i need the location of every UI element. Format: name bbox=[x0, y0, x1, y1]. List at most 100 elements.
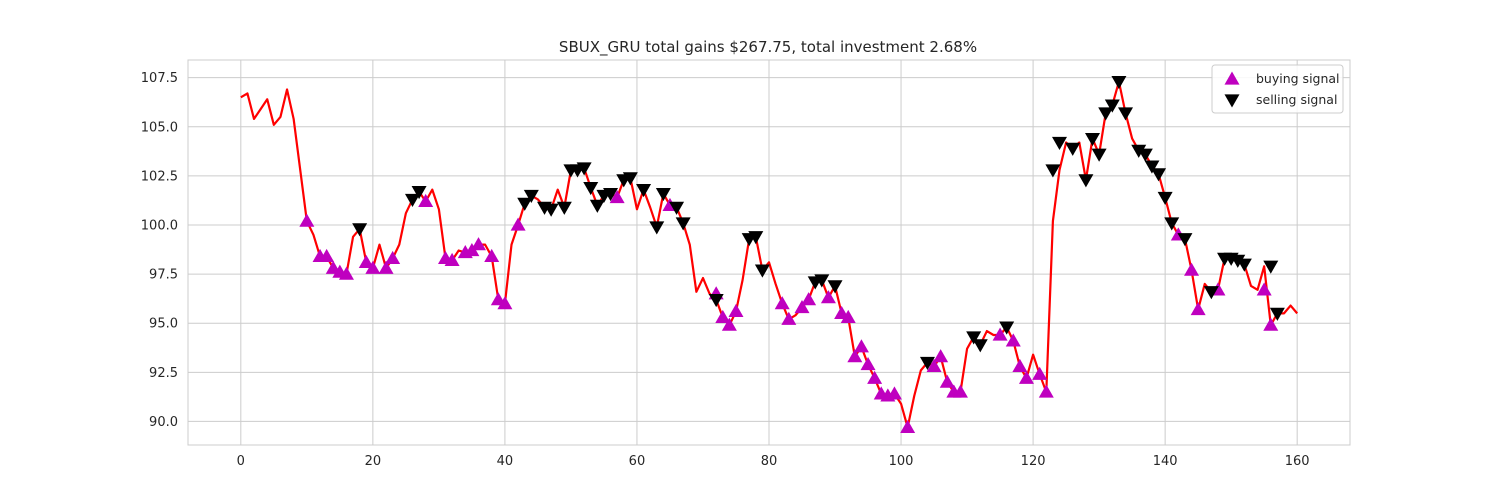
y-tick-label: 90.0 bbox=[149, 415, 178, 430]
grid bbox=[188, 60, 1350, 445]
buy-signal-marker bbox=[484, 248, 500, 263]
sell-signal-marker bbox=[603, 187, 619, 202]
sell-signal-marker bbox=[576, 162, 592, 176]
buy-signal-marker bbox=[933, 349, 949, 363]
buy-signal-marker bbox=[853, 339, 869, 353]
sell-signal-marker bbox=[1269, 307, 1285, 321]
sell-signal-marker bbox=[1151, 168, 1167, 182]
buy-signal-marker bbox=[847, 349, 863, 363]
buy-signal-marker bbox=[900, 419, 916, 433]
buy-signal-marker bbox=[365, 260, 381, 274]
sell-signal-marker bbox=[517, 197, 533, 211]
sell-signal-marker bbox=[708, 294, 724, 308]
y-tick-label: 92.5 bbox=[149, 366, 178, 381]
sell-signal-marker bbox=[1045, 164, 1061, 178]
legend-box bbox=[1211, 64, 1344, 114]
buy-signal-marker bbox=[1038, 384, 1054, 398]
x-tick-label: 140 bbox=[1153, 454, 1178, 469]
buy-signal-marker bbox=[715, 309, 731, 323]
buy-signal-marker bbox=[728, 303, 744, 318]
x-tick-label: 80 bbox=[761, 454, 778, 469]
buy-signal-marker bbox=[319, 248, 335, 263]
buy-signal-marker bbox=[1005, 333, 1021, 347]
sell-signal-marker bbox=[1098, 107, 1114, 121]
buy-signal-marker bbox=[510, 217, 526, 231]
buy-signal-marker bbox=[1032, 366, 1048, 380]
axes bbox=[187, 59, 1351, 446]
y-tick-label: 105.0 bbox=[141, 120, 178, 135]
sell-signal-marker bbox=[1104, 99, 1120, 113]
x-tick-label: 100 bbox=[889, 454, 914, 469]
buy-signal-marker bbox=[1263, 317, 1279, 331]
y-tick-label: 107.5 bbox=[141, 71, 178, 86]
legend-sell-label: selling signal bbox=[1256, 92, 1337, 107]
buy-signal-marker bbox=[794, 300, 810, 314]
buy-signal-marker bbox=[444, 252, 460, 266]
buy-signal-marker bbox=[721, 317, 737, 331]
chart-title: SBUX_GRU total gains $267.75, total inve… bbox=[559, 38, 977, 57]
sell-signal-marker bbox=[622, 172, 638, 186]
sell-signal-marker bbox=[1263, 260, 1279, 274]
sell-signal-marker bbox=[523, 189, 539, 204]
legend-buy-label: buying signal bbox=[1256, 71, 1340, 86]
buy-signal-marker bbox=[1256, 282, 1272, 296]
buy-signal-marker bbox=[840, 309, 856, 323]
buy-signal-marker bbox=[886, 386, 902, 400]
buy-signal-marker bbox=[820, 290, 836, 304]
sell-signal-marker bbox=[1157, 191, 1173, 205]
buy-signal-marker bbox=[418, 193, 434, 208]
sell-signal-marker bbox=[589, 199, 605, 213]
buy-signal-marker bbox=[338, 266, 354, 280]
sell-signal-marker bbox=[1236, 258, 1252, 272]
buy-signal-marker bbox=[1018, 370, 1034, 384]
buy-signal-marker bbox=[926, 358, 942, 373]
sell-signal-marker bbox=[1111, 75, 1127, 90]
sell-signal-marker bbox=[1230, 254, 1246, 268]
buy-signal-marker bbox=[774, 296, 790, 310]
plot-frame bbox=[187, 59, 1351, 446]
buy-signal-marker bbox=[299, 213, 315, 227]
sell-signal-marker bbox=[1078, 174, 1094, 188]
sell-signal-marker bbox=[999, 321, 1015, 335]
sell-signal-marker bbox=[827, 280, 843, 294]
sell-signal-marker bbox=[1144, 160, 1160, 174]
y-tick-label: 97.5 bbox=[149, 268, 178, 283]
sell-signal-marker bbox=[754, 264, 770, 278]
sell-signal-marker bbox=[1118, 107, 1134, 121]
buy-signal-marker bbox=[471, 237, 486, 251]
sell-signal-marker bbox=[543, 203, 559, 217]
buy-signal-marker bbox=[992, 327, 1008, 341]
buy-markers bbox=[299, 190, 1279, 433]
sell-signal-marker bbox=[748, 231, 764, 245]
x-tick-label: 120 bbox=[1021, 454, 1046, 469]
buy-signal-marker bbox=[609, 190, 625, 204]
buy-signal-marker bbox=[952, 384, 968, 398]
x-tick-label: 60 bbox=[629, 454, 646, 469]
sell-signal-marker bbox=[1137, 148, 1153, 162]
sell-markers bbox=[352, 75, 1285, 370]
buy-signal-marker bbox=[378, 260, 394, 274]
sell-signal-marker bbox=[411, 185, 427, 200]
buy-signal-marker bbox=[801, 292, 817, 306]
tick-labels: 0 20 40 60 80 100 120 140 160 90.0 92.5 95.0 97.5 100… bbox=[141, 71, 1310, 469]
buy-signal-marker bbox=[385, 250, 401, 265]
sell-signal-marker bbox=[1164, 217, 1180, 231]
sell-signal-marker bbox=[972, 339, 988, 353]
y-tick-label: 102.5 bbox=[141, 169, 178, 184]
sell-signal-marker bbox=[814, 274, 830, 288]
legend: buying signal selling signal bbox=[1211, 64, 1344, 114]
x-tick-label: 160 bbox=[1285, 454, 1310, 469]
buy-signal-marker bbox=[1012, 358, 1028, 373]
sell-signal-marker bbox=[556, 201, 572, 215]
sell-signal-marker bbox=[583, 182, 599, 196]
sell-signal-marker bbox=[1085, 132, 1101, 147]
buy-signal-marker bbox=[358, 254, 374, 268]
sell-signal-marker bbox=[404, 193, 420, 207]
buy-signal-marker bbox=[939, 374, 955, 388]
y-tick-label: 95.0 bbox=[149, 317, 178, 332]
legend-buy-marker bbox=[1224, 71, 1240, 85]
buy-signal-marker bbox=[867, 370, 883, 384]
x-tick-label: 0 bbox=[237, 454, 245, 469]
sell-signal-marker bbox=[919, 356, 935, 370]
